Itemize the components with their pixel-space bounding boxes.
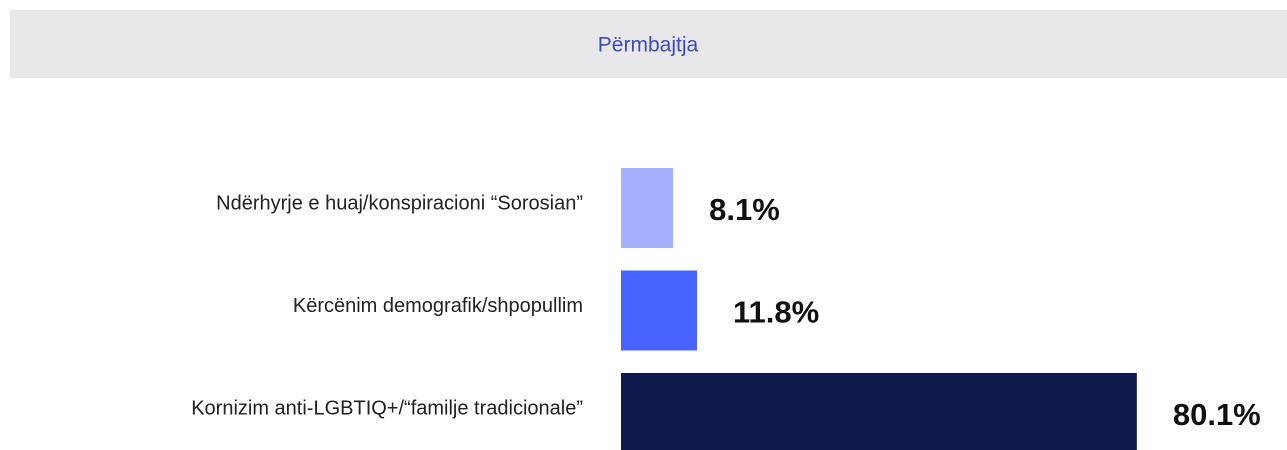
- value-label: 8.1%: [709, 192, 780, 227]
- bar: [621, 373, 1137, 450]
- category-label: Kornizim anti-LGBTIQ+/“familje tradicion…: [191, 397, 583, 419]
- value-label: 80.1%: [1173, 397, 1261, 432]
- value-label: 11.8%: [733, 295, 819, 330]
- bar: [621, 270, 697, 351]
- chart-title: Përmbajtja: [598, 34, 699, 57]
- bar: [621, 168, 674, 248]
- category-label: Kërcënim demografik/shpopullim: [293, 295, 583, 317]
- header-band: [10, 10, 1287, 78]
- category-label: Ndërhyrje e huaj/konspiracioni “Sorosian…: [216, 192, 583, 214]
